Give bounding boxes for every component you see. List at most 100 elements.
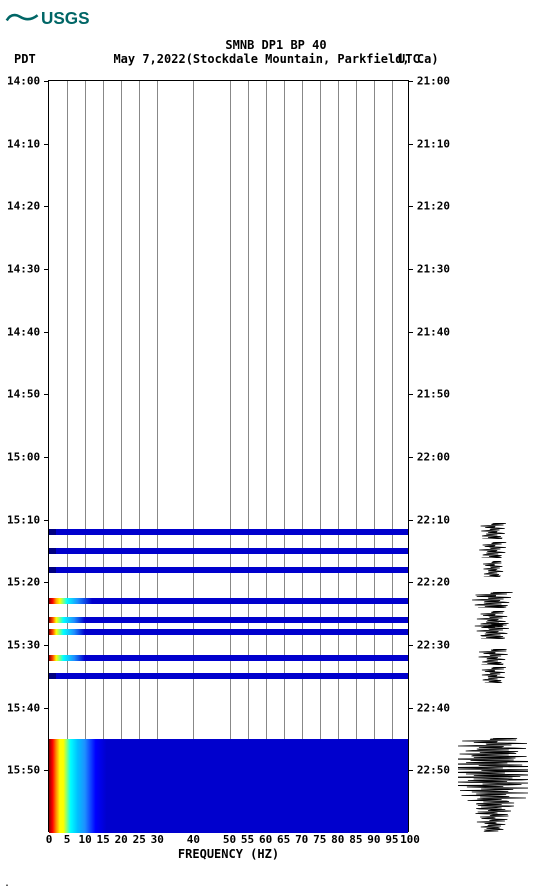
spectro-band <box>49 673 408 679</box>
gridline <box>103 81 104 831</box>
y-tick-left: 14:50 <box>7 388 40 401</box>
y-tick-left: 15:00 <box>7 451 40 464</box>
y-tick-right: 21:10 <box>417 137 450 150</box>
y-tick-left: 14:00 <box>7 75 40 88</box>
y-tick-right: 22:40 <box>417 701 450 714</box>
tick-mark <box>408 708 413 709</box>
x-tick-label: 40 <box>187 833 200 846</box>
x-tick-label: 55 <box>241 833 254 846</box>
y-tick-right: 22:00 <box>417 451 450 464</box>
y-tick-left: 15:40 <box>7 701 40 714</box>
seismogram-trace <box>458 542 528 558</box>
tick-mark <box>408 457 413 458</box>
spectro-band <box>49 598 408 604</box>
spectro-band <box>49 567 408 573</box>
gridline <box>320 81 321 831</box>
gridline <box>67 81 68 831</box>
tick-mark <box>408 81 413 82</box>
gridline <box>193 81 194 831</box>
y-tick-left: 15:20 <box>7 576 40 589</box>
seismogram-trace <box>458 523 528 539</box>
chart-title: SMNB DP1 BP 40 <box>0 38 552 52</box>
gridline <box>248 81 249 831</box>
x-tick-label: 5 <box>64 833 71 846</box>
spectrogram-chart: FREQUENCY (HZ) 0510152025304050556065707… <box>48 80 409 832</box>
gridline <box>139 81 140 831</box>
x-tick-label: 25 <box>133 833 146 846</box>
spectro-band <box>49 529 408 535</box>
right-tz-label: UTC <box>398 52 420 66</box>
x-tick-label: 0 <box>46 833 53 846</box>
y-tick-left: 14:40 <box>7 325 40 338</box>
y-tick-right: 21:40 <box>417 325 450 338</box>
chart-subtitle: May 7,2022(Stockdale Mountain, Parkfield… <box>0 52 552 66</box>
y-tick-left: 14:30 <box>7 263 40 276</box>
tick-mark <box>408 770 413 771</box>
tick-mark <box>44 81 49 82</box>
x-tick-label: 100 <box>400 833 420 846</box>
seismogram-trace <box>458 561 528 577</box>
seismogram-block <box>458 738 528 832</box>
x-tick-label: 20 <box>115 833 128 846</box>
tick-mark <box>408 582 413 583</box>
tick-mark <box>408 206 413 207</box>
x-tick-label: 65 <box>277 833 290 846</box>
seismogram-trace <box>458 649 528 665</box>
seismogram-trace <box>458 592 528 608</box>
spectro-band <box>49 629 408 635</box>
x-tick-label: 10 <box>78 833 91 846</box>
gridline <box>356 81 357 831</box>
svg-text:USGS: USGS <box>41 8 90 28</box>
y-tick-right: 21:00 <box>417 75 450 88</box>
gridline <box>157 81 158 831</box>
gridline <box>374 81 375 831</box>
gridline <box>284 81 285 831</box>
tick-mark <box>44 520 49 521</box>
tick-mark <box>44 206 49 207</box>
x-tick-label: 90 <box>367 833 380 846</box>
y-tick-right: 22:20 <box>417 576 450 589</box>
tick-mark <box>44 332 49 333</box>
tick-mark <box>408 645 413 646</box>
gridline <box>338 81 339 831</box>
gridline <box>266 81 267 831</box>
x-tick-label: 95 <box>385 833 398 846</box>
seismogram-trace <box>458 623 528 639</box>
x-tick-label: 80 <box>331 833 344 846</box>
tick-mark <box>408 144 413 145</box>
tick-mark <box>408 332 413 333</box>
spectro-band <box>49 617 408 623</box>
seismogram-trace <box>458 667 528 683</box>
x-tick-label: 50 <box>223 833 236 846</box>
spectro-block <box>49 739 408 833</box>
gridline <box>121 81 122 831</box>
gridline <box>302 81 303 831</box>
gridline <box>392 81 393 831</box>
y-tick-right: 21:50 <box>417 388 450 401</box>
x-tick-label: 85 <box>349 833 362 846</box>
usgs-logo: USGS <box>5 5 91 29</box>
tick-mark <box>408 394 413 395</box>
tick-mark <box>44 582 49 583</box>
y-tick-right: 22:30 <box>417 639 450 652</box>
spectro-band <box>49 548 408 554</box>
y-tick-left: 15:50 <box>7 764 40 777</box>
y-tick-right: 22:10 <box>417 513 450 526</box>
y-tick-left: 15:30 <box>7 639 40 652</box>
y-tick-left: 15:10 <box>7 513 40 526</box>
y-tick-left: 14:20 <box>7 200 40 213</box>
spectro-band <box>49 655 408 661</box>
tick-mark <box>44 269 49 270</box>
gridline <box>85 81 86 831</box>
x-tick-label: 75 <box>313 833 326 846</box>
y-tick-right: 22:50 <box>417 764 450 777</box>
x-tick-label: 60 <box>259 833 272 846</box>
y-tick-left: 14:10 <box>7 137 40 150</box>
tick-mark <box>44 708 49 709</box>
tick-mark <box>408 520 413 521</box>
y-tick-right: 21:20 <box>417 200 450 213</box>
tick-mark <box>44 457 49 458</box>
x-tick-label: 15 <box>97 833 110 846</box>
footer-mark: . <box>4 878 10 889</box>
tick-mark <box>44 645 49 646</box>
